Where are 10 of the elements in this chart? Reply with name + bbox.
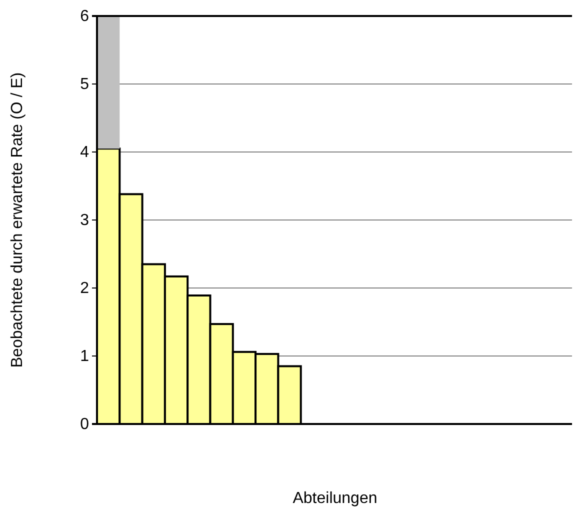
x-axis-title: Abteilungen — [292, 490, 378, 507]
y-tick-label: 6 — [80, 8, 90, 26]
y-tick-label: 1 — [80, 348, 90, 366]
y-tick-label: 5 — [80, 76, 90, 94]
y-tick-label: 2 — [80, 280, 90, 298]
y-tick-label: 3 — [80, 212, 90, 230]
bar — [97, 16, 120, 149]
y-tick-label: 4 — [80, 144, 90, 162]
y-tick-label: 0 — [80, 416, 90, 434]
y-axis-title: Beobachtete durch erwartete Rate (O / E) — [9, 72, 26, 368]
